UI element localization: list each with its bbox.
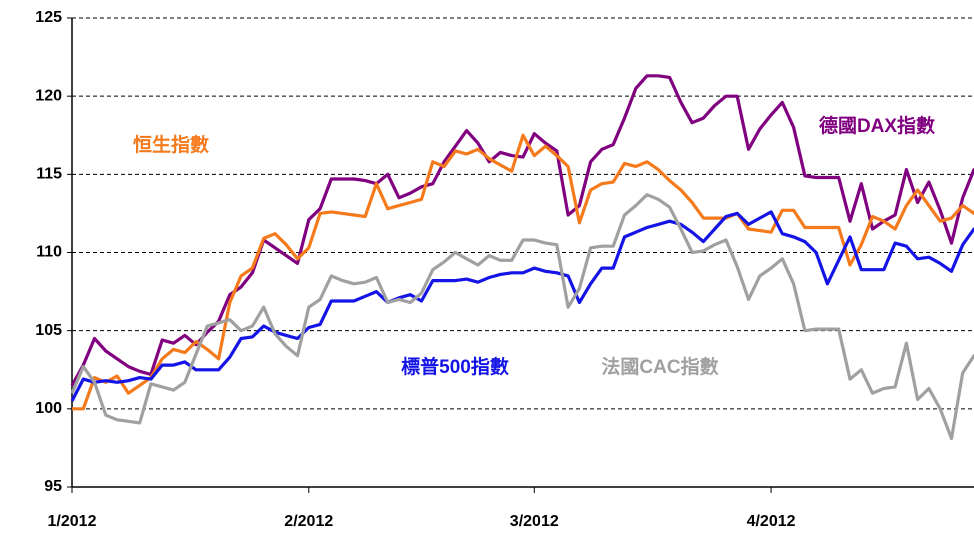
y-tick-label: 100	[35, 400, 62, 417]
y-tick-label: 120	[35, 87, 62, 104]
series-line	[72, 133, 974, 411]
series-label: 法國CAC指數	[601, 355, 718, 378]
x-tick-label: 4/2012	[747, 513, 796, 530]
series-label: 標普500指數	[401, 355, 509, 378]
y-tick-label: 110	[36, 244, 62, 261]
y-tick-label: 95	[44, 478, 62, 495]
x-tick-label: 3/2012	[510, 513, 559, 530]
x-tick-label: 2/2012	[284, 513, 333, 530]
y-tick-label: 105	[35, 322, 62, 339]
series-line	[70, 193, 974, 441]
x-tick-label: 1/2012	[48, 513, 97, 530]
series-label: 恒生指數	[133, 133, 209, 156]
series-line	[70, 210, 974, 402]
y-tick-label: 125	[35, 9, 62, 26]
series-label: 德國DAX指數	[819, 114, 935, 137]
y-tick-label: 115	[36, 166, 62, 183]
